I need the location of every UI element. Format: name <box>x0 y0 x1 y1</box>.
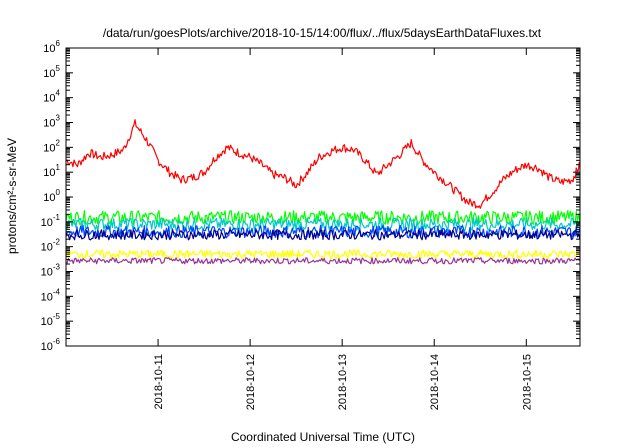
x-tick-label: 2018-10-13 <box>337 354 349 410</box>
y-tick-label: 106 <box>43 39 60 55</box>
series-layer <box>65 119 581 265</box>
y-tick-label: 10-6 <box>41 337 61 353</box>
y-axis: 10-6 10-5 10-4 10-3 10-2 10-1 100 101 102 103 104 1… <box>41 39 580 353</box>
x-tick-label: 2018-10-15 <box>521 354 533 410</box>
y-tick-label: 10-4 <box>41 287 61 303</box>
x-tick-label: 2018-10-12 <box>245 354 257 410</box>
y-axis-label: protons/cm²-s-sr-MeV <box>5 138 19 254</box>
x-tick-label: 2018-10-11 <box>153 354 165 409</box>
y-tick-label: 10-3 <box>41 263 61 279</box>
y-tick-label: 10-2 <box>41 238 61 254</box>
x-axis-label: Coordinated Universal Time (UTC) <box>231 430 415 444</box>
y-tick-label: 104 <box>43 89 60 105</box>
y-tick-label: 100 <box>43 188 60 204</box>
series-line-2 <box>65 217 581 231</box>
chart-title: /data/run/goesPlots/archive/2018-10-15/1… <box>103 26 542 40</box>
x-tick-label: 2018-10-14 <box>429 354 441 410</box>
y-tick-label: 103 <box>43 114 60 130</box>
y-tick-label: 101 <box>43 163 60 179</box>
plot-frame <box>65 47 581 347</box>
y-tick-label: 10-1 <box>41 213 61 229</box>
x-axis: 2018-10-11 2018-10-12 2018-10-13 2018-10-14… <box>153 48 533 410</box>
y-tick-label: 105 <box>43 64 60 80</box>
y-tick-label: 10-5 <box>41 312 61 328</box>
series-line-4 <box>65 229 581 241</box>
y-tick-label: 102 <box>43 138 60 154</box>
series-line-5 <box>65 249 581 259</box>
series-line-0 <box>65 119 581 209</box>
series-line-3 <box>65 224 581 239</box>
series-line-6 <box>66 257 581 265</box>
series-line-1 <box>65 210 581 225</box>
